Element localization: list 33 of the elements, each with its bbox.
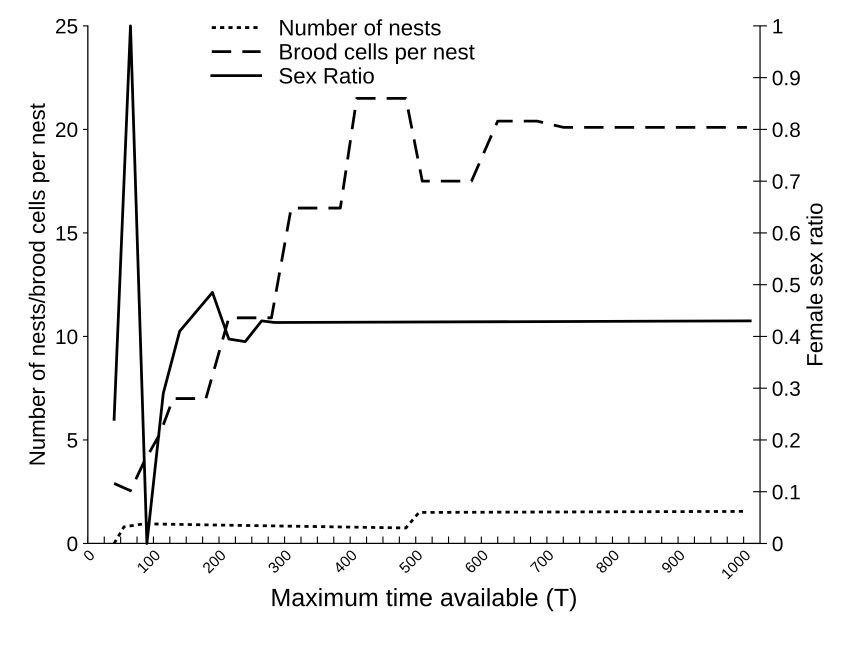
y-tick-label: 25: [56, 18, 78, 34]
y2-tick-label: 1: [773, 19, 782, 34]
y-axis-title: Number of nests/brood cells per nest: [28, 103, 50, 464]
x-tick-label: 800: [595, 549, 620, 574]
x-tick-label: 700: [530, 549, 554, 574]
y-tick-label: 5: [67, 433, 78, 448]
y2-tick-label: 0.3: [772, 381, 800, 396]
x-tick-label: 0: [82, 549, 96, 562]
y-tick-label: 20: [56, 122, 78, 138]
y-tick-label: 10: [56, 329, 78, 344]
x-tick-label: 300: [267, 549, 292, 574]
legend-label: Brood cells per nest: [280, 43, 475, 64]
x-tick-label: 900: [660, 549, 686, 574]
y2-tick-label: 0.6: [772, 226, 800, 241]
y2-tick-label: 0.2: [772, 432, 800, 448]
x-tick-label: 100: [136, 549, 161, 574]
y2-axis-title: Female sex ratio: [806, 203, 823, 365]
x-tick-label: 500: [398, 549, 424, 574]
y2-tick-label: 0.7: [772, 174, 800, 189]
legend-label: Sex Ratio: [279, 67, 374, 84]
y2-tick-label: 0.1: [772, 484, 800, 500]
x-tick-label: 200: [202, 549, 227, 574]
x-tick-label: 600: [464, 549, 489, 574]
legend-label: Number of nests: [280, 19, 441, 36]
y-tick-label: 0: [67, 536, 78, 552]
x-axis-title: Maximum time available (T): [272, 588, 576, 612]
y2-tick-label: 0.4: [772, 329, 800, 344]
y2-tick-label: 0.8: [772, 122, 800, 138]
y2-tick-label: 0.9: [772, 70, 800, 86]
x-tick-label: 400: [332, 549, 358, 574]
y-tick-label: 15: [56, 226, 78, 241]
y2-tick-label: 0.5: [772, 278, 800, 292]
y2-tick-label: 0: [772, 536, 783, 552]
